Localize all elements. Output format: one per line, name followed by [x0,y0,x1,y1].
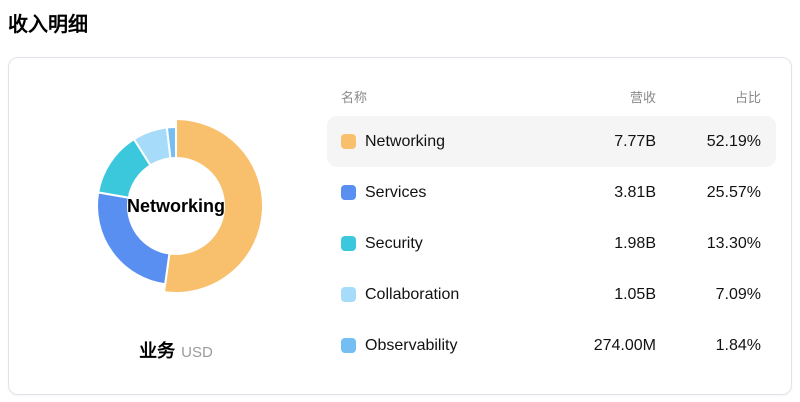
segment-revenue: 1.05B [614,285,656,303]
series-color-swatch [341,338,356,353]
table-row[interactable]: Services 3.81B 25.57% [327,167,776,218]
donut-slice-observability[interactable] [165,126,177,160]
segment-revenue: 1.98B [614,234,656,252]
header-name: 名称 [341,89,368,105]
segment-share: 7.09% [715,285,761,303]
table-row[interactable]: Security 1.98B 13.30% [327,218,776,269]
chart-dimension-label: 业务 [139,341,176,361]
donut-chart-svg [95,118,265,294]
donut-center-label: Networking [126,195,225,216]
segment-name: Observability [365,336,458,354]
table-header: 名称 营收 占比 [327,76,776,116]
segments-table: 名称 营收 占比 Networking 7.77B 52.19% Services 3.… [327,76,776,371]
page-title: 收入明细 [8,14,88,36]
segment-name: Services [365,183,427,201]
segment-share: 13.30% [706,234,761,252]
chart-footer: 业务 USD [66,337,286,363]
table-row[interactable]: Observability 274.00M 1.84% [327,320,776,371]
chart-unit-label: USD [181,344,213,361]
revenue-breakdown-card: Networking 业务 USD 名称 营收 占比 Networking 7.77… [8,57,792,395]
table-row[interactable]: Networking 7.77B 52.19% [327,116,776,167]
segment-share: 1.84% [715,336,761,354]
segment-share: 25.57% [706,183,761,201]
donut-slice-networking[interactable] [163,118,265,294]
table-row[interactable]: Collaboration 1.05B 7.09% [327,269,776,320]
series-color-swatch [341,287,356,302]
table-body: Networking 7.77B 52.19% Services 3.81B 25.57%… [327,116,776,371]
segment-share: 52.19% [706,132,761,150]
header-revenue: 营收 [629,89,656,105]
segment-name: Security [365,234,423,252]
series-color-swatch [341,134,356,149]
segment-name: Collaboration [365,285,460,303]
segment-name: Networking [365,132,446,150]
series-color-swatch [341,185,356,200]
segment-revenue: 7.77B [614,132,656,150]
segment-revenue: 3.81B [614,183,656,201]
header-share: 占比 [734,89,761,105]
segment-revenue: 274.00M [593,336,656,354]
donut-chart: Networking [66,96,286,316]
series-color-swatch [341,236,356,251]
